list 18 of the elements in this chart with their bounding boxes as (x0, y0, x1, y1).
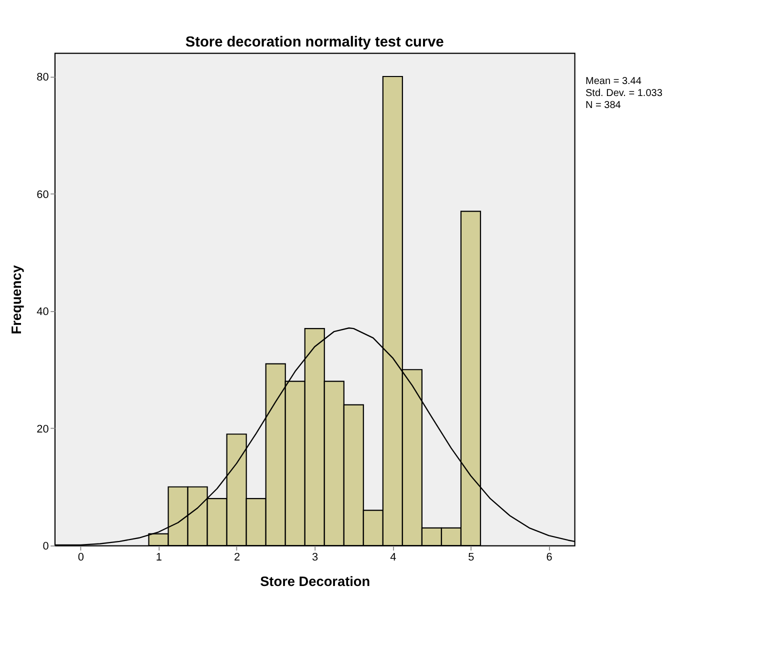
y-axis-title: Frequency (9, 264, 24, 334)
text: Mean = 3.44 (585, 76, 642, 88)
x-tick-label: 6 (546, 552, 552, 564)
text: N = 384 (585, 100, 622, 111)
y-tick-label: 0 (42, 540, 49, 553)
y-tick-label: 40 (36, 306, 49, 318)
y-tick-label: 80 (36, 72, 49, 84)
x-tick-label: 3 (312, 552, 318, 564)
y-tick-label: 20 (36, 423, 49, 436)
x-axis-title: Store Decoration (260, 574, 370, 590)
chart-title: Store decoration normality test curve (185, 34, 444, 51)
x-tick-label: 0 (78, 552, 84, 564)
x-tick-label: 2 (234, 552, 240, 564)
x-tick-label: 1 (156, 552, 162, 564)
x-tick-label: 4 (390, 552, 396, 564)
text: Std. Dev. = 1.033 (585, 88, 663, 99)
y-tick-label: 60 (36, 188, 49, 201)
x-tick-label: 5 (468, 552, 474, 564)
